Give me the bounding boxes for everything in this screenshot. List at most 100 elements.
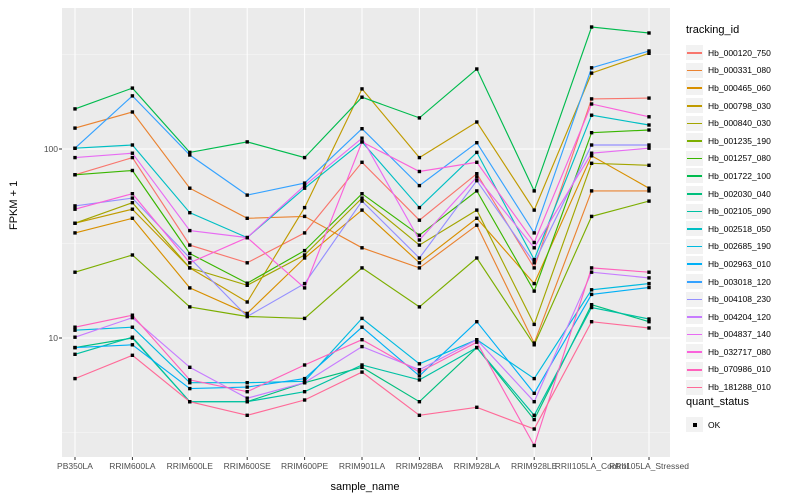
data-point <box>360 365 364 369</box>
legend-item: Hb_032717_080 <box>686 343 800 361</box>
data-point <box>532 240 536 245</box>
data-point <box>245 400 249 404</box>
data-point <box>130 343 135 347</box>
legend-item-label: Hb_003018_120 <box>708 276 771 287</box>
data-point <box>130 151 135 155</box>
legend-key <box>686 98 703 114</box>
legend-item-label: OK <box>708 419 721 430</box>
data-point <box>532 343 536 347</box>
data-point <box>73 328 77 332</box>
legend-key-line-icon <box>687 228 702 230</box>
legend-item-label: Hb_004204_120 <box>708 311 771 322</box>
legend-item-label: Hb_032717_080 <box>708 346 771 357</box>
data-point <box>130 201 135 205</box>
legend-item: Hb_000798_030 <box>686 97 800 115</box>
data-point <box>475 150 479 155</box>
y-tick-label-10: 10 <box>48 333 58 343</box>
data-point <box>417 261 422 265</box>
data-point <box>532 376 536 381</box>
data-point <box>73 231 77 235</box>
data-point <box>532 231 536 235</box>
legend-item: Hb_002105_090 <box>686 202 800 220</box>
data-point <box>417 218 422 222</box>
data-point <box>647 123 651 127</box>
legend-item: Hb_002963_010 <box>686 255 800 273</box>
x-tick-label: RRII105LA_Stressed <box>609 461 689 471</box>
data-point <box>302 181 307 185</box>
data-point <box>130 86 135 90</box>
legend-item: Hb_001235_190 <box>686 132 800 150</box>
data-point <box>188 211 192 215</box>
data-point <box>360 246 364 250</box>
data-point <box>188 381 192 385</box>
data-point <box>417 368 422 372</box>
data-point <box>360 136 364 140</box>
data-point <box>532 208 536 212</box>
data-point <box>188 261 192 265</box>
data-point <box>417 205 422 210</box>
data-point <box>302 183 307 188</box>
data-point <box>532 443 536 448</box>
data-point <box>130 253 135 257</box>
data-point <box>417 183 422 188</box>
data-point <box>532 341 536 345</box>
data-point <box>475 67 479 71</box>
x-tick-label: RRIM600PE <box>280 461 329 471</box>
x-tick-label: RRIM600LA <box>109 461 156 471</box>
data-point <box>73 221 77 225</box>
legend-item: OK <box>686 416 800 434</box>
data-point <box>188 251 192 256</box>
legend-item-label: Hb_001235_190 <box>708 135 771 146</box>
data-point <box>417 305 422 309</box>
data-point <box>589 66 594 70</box>
x-axis-title: sample_name <box>330 481 400 493</box>
data-point <box>130 110 135 114</box>
data-point <box>73 352 77 356</box>
data-point <box>417 256 422 260</box>
data-point <box>360 363 364 367</box>
legend-item-label: Hb_000840_030 <box>708 118 771 129</box>
data-point <box>532 413 536 417</box>
data-point <box>417 378 422 382</box>
legend-item: Hb_003018_120 <box>686 273 800 291</box>
data-point <box>475 320 479 324</box>
data-point <box>130 316 135 320</box>
data-point <box>73 376 77 381</box>
data-point <box>302 390 307 394</box>
data-point <box>475 160 479 164</box>
legend-key-line-icon <box>687 245 702 248</box>
legend-key <box>686 115 703 131</box>
data-point <box>188 286 192 290</box>
data-point <box>130 207 135 211</box>
data-point <box>475 223 479 227</box>
data-point <box>302 363 307 367</box>
legend-item-label: Hb_002105_090 <box>708 206 771 217</box>
legend-key <box>686 361 703 377</box>
data-point <box>647 96 651 100</box>
legend-title: tracking_id <box>686 24 740 36</box>
data-point <box>245 396 249 400</box>
legend-key <box>686 238 703 254</box>
data-point <box>532 189 536 193</box>
data-point <box>647 163 651 167</box>
legend-key-line-icon <box>687 351 702 353</box>
data-point <box>245 193 249 197</box>
panel-background <box>62 8 670 457</box>
data-point <box>589 25 594 29</box>
data-point <box>360 127 364 131</box>
data-point <box>532 246 536 250</box>
x-tick-label: RRIM928LE <box>511 461 558 471</box>
legend-item-label: Hb_002518_050 <box>708 223 771 234</box>
data-point <box>188 365 192 369</box>
data-point <box>589 113 594 117</box>
data-point <box>130 216 135 220</box>
legend-key-line-icon <box>687 316 702 318</box>
legend-key-line-icon <box>687 105 702 107</box>
data-point <box>532 400 536 404</box>
legend-item-label: Hb_002030_040 <box>708 188 771 199</box>
data-point <box>589 154 594 158</box>
data-point <box>360 325 364 329</box>
data-point <box>73 155 77 160</box>
data-point <box>245 216 249 220</box>
legend-item: Hb_002030_040 <box>686 185 800 203</box>
